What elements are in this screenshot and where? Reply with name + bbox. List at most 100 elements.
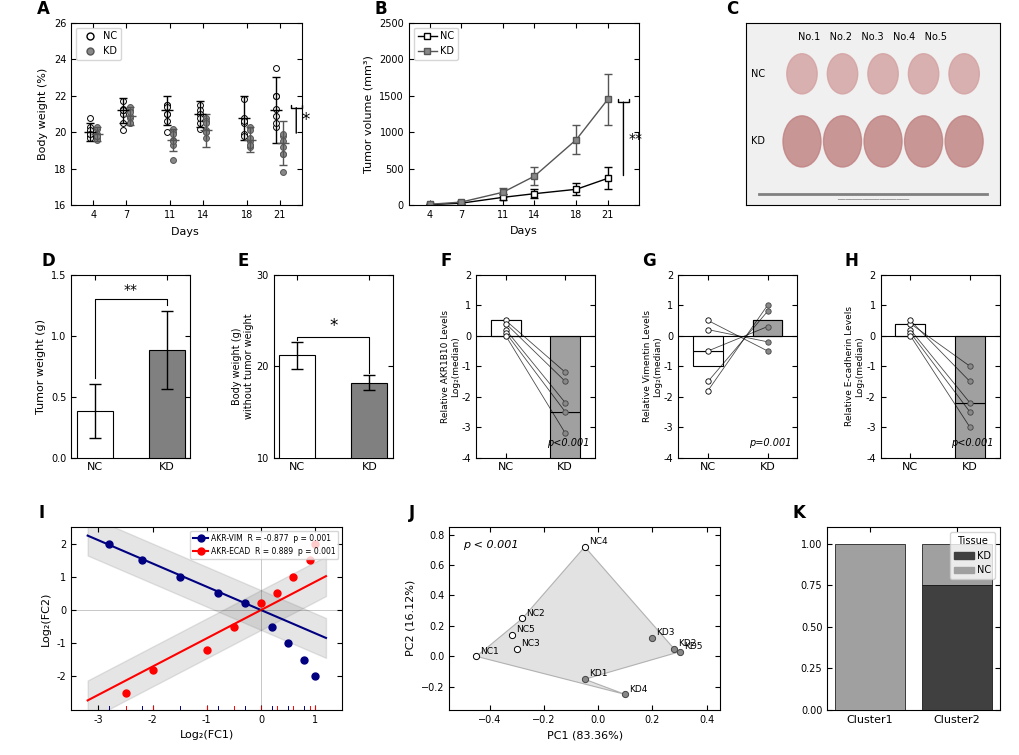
Polygon shape (476, 547, 679, 695)
Point (192, 108, 208, 120)
Point (961, 360, 977, 372)
Point (497, 318, 514, 330)
Bar (550, 412, 580, 488)
Point (508, 643, 525, 655)
Point (89, 130, 105, 142)
Text: p<0.001: p<0.001 (546, 439, 589, 448)
Point (121, 100, 138, 112)
Point (192, 104, 208, 116)
Point (89, 128, 105, 140)
Bar (76, 411, 113, 458)
Bar (752, 320, 782, 336)
Point (616, 689, 633, 701)
Point (556, 375, 573, 387)
Point (307, 670, 323, 683)
Point (902, 330, 918, 342)
Bar (752, 320, 782, 336)
Point (159, 126, 175, 138)
Point (671, 646, 687, 658)
Text: NC1: NC1 (480, 646, 499, 655)
Point (235, 130, 252, 142)
Bar (921, 585, 990, 710)
X-axis label: Days : Days (171, 227, 202, 237)
Y-axis label: Relative Vimentin Levels
Log₂(median): Relative Vimentin Levels Log₂(median) (642, 310, 661, 422)
Point (961, 375, 977, 387)
Point (699, 314, 715, 326)
Point (192, 117, 208, 129)
Point (576, 541, 592, 553)
Point (275, 130, 291, 142)
Text: NC: NC (751, 69, 764, 79)
Point (209, 587, 225, 599)
Text: KD3: KD3 (656, 628, 675, 637)
Point (296, 654, 312, 666)
Text: C: C (726, 0, 738, 17)
Point (961, 406, 977, 418)
Point (503, 629, 520, 641)
Point (198, 112, 214, 124)
Point (121, 104, 138, 116)
Text: NC3: NC3 (521, 639, 539, 648)
Point (121, 112, 138, 124)
Point (82, 131, 98, 143)
Point (192, 112, 208, 124)
Y-axis label: PC2 (16.12%): PC2 (16.12%) (405, 580, 415, 656)
Y-axis label: Log₂(FC2): Log₂(FC2) (41, 591, 51, 646)
Point (699, 375, 715, 387)
Bar (351, 383, 387, 549)
Bar (490, 320, 520, 336)
X-axis label: Log₂(FC1): Log₂(FC1) (179, 730, 233, 740)
Point (198, 126, 214, 138)
Text: KD1: KD1 (588, 670, 606, 679)
Point (235, 116, 252, 128)
Ellipse shape (945, 116, 982, 167)
Legend: NC, KD: NC, KD (76, 27, 120, 60)
Point (198, 126, 214, 138)
Text: p < 0.001: p < 0.001 (463, 540, 518, 550)
Text: ─────────────────: ───────────────── (836, 197, 908, 203)
Point (758, 299, 775, 311)
Ellipse shape (786, 54, 816, 94)
Point (89, 122, 105, 134)
Bar (954, 402, 983, 470)
Point (269, 587, 285, 599)
Point (758, 321, 775, 333)
Point (159, 99, 175, 111)
Text: **: ** (123, 282, 138, 297)
Point (165, 139, 181, 151)
Point (115, 104, 131, 116)
Point (268, 90, 284, 102)
Text: KD: KD (751, 137, 764, 146)
Bar (279, 355, 315, 549)
Point (82, 121, 98, 133)
Ellipse shape (948, 54, 978, 94)
Point (198, 117, 214, 129)
Text: NC2: NC2 (526, 609, 545, 618)
Text: D: D (42, 251, 55, 270)
Text: *: * (302, 112, 310, 129)
Point (268, 121, 284, 133)
Point (198, 131, 214, 143)
Point (961, 396, 977, 408)
Ellipse shape (908, 54, 937, 94)
Point (89, 130, 105, 142)
Point (89, 134, 105, 146)
Point (133, 554, 150, 566)
Point (902, 324, 918, 336)
Text: NC4: NC4 (588, 537, 607, 546)
Point (159, 108, 175, 120)
Ellipse shape (783, 116, 820, 167)
Point (902, 318, 918, 330)
Point (468, 650, 484, 662)
Point (242, 139, 258, 151)
Point (82, 126, 98, 138)
Point (263, 621, 279, 633)
Text: H: H (844, 251, 858, 270)
Legend: NC, KD: NC, KD (414, 27, 458, 60)
Point (82, 128, 98, 140)
Point (576, 673, 592, 686)
Point (497, 327, 514, 339)
Point (279, 637, 296, 649)
Point (159, 116, 175, 128)
Text: E: E (237, 251, 249, 270)
